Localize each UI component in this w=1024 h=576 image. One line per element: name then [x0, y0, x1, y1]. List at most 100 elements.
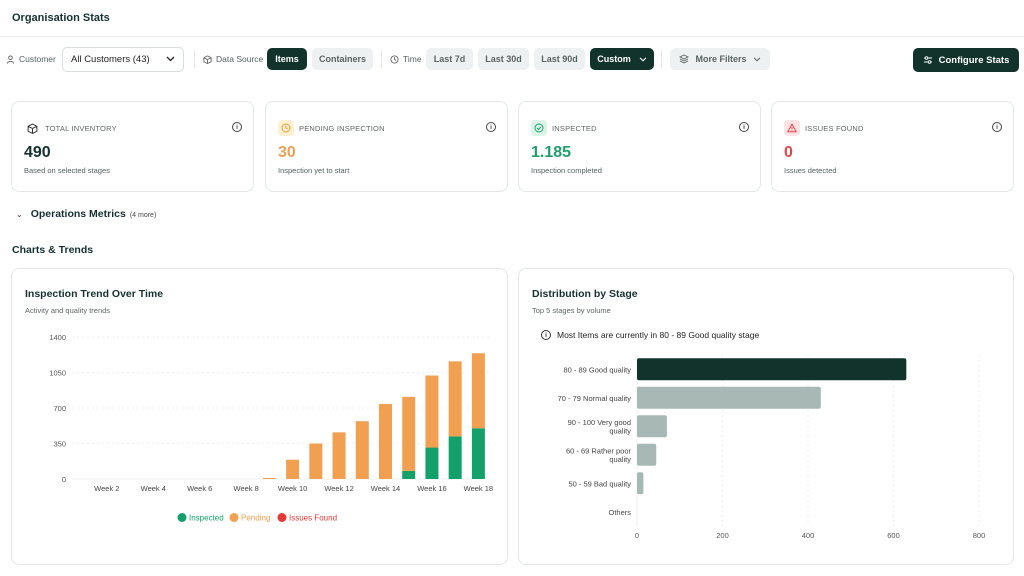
- bar: [637, 415, 667, 438]
- customer-label-text: Customer: [19, 54, 56, 64]
- legend-swatch: [277, 513, 287, 522]
- chevron-down-icon: [166, 56, 175, 62]
- filter-bar: Customer All Customers (43) Data Source …: [0, 46, 1024, 74]
- stat-card-issues-found: ISSUES FOUND i 0 Issues detected: [771, 101, 1014, 192]
- bar-segment: [402, 396, 416, 471]
- inspection-trend-card: Inspection Trend Over Time Activity and …: [11, 268, 508, 565]
- bar: [637, 472, 644, 495]
- legend-label: Pending: [241, 514, 270, 523]
- legend-swatch: [177, 513, 187, 522]
- y-tick-label: 350: [53, 440, 66, 449]
- time-last-90d[interactable]: Last 90d: [534, 48, 585, 70]
- bar-segment: [286, 459, 300, 479]
- bar: [637, 386, 821, 409]
- y-tick-label: 80 - 89 Good quality: [563, 365, 631, 374]
- stat-label: PENDING INSPECTION: [299, 124, 385, 133]
- y-tick-label: 0: [62, 475, 66, 484]
- bar-segment: [262, 477, 276, 479]
- y-tick-label: 700: [53, 404, 66, 413]
- user-icon: [6, 54, 15, 64]
- customer-label: Customer: [6, 46, 56, 72]
- y-tick-label: Others: [608, 508, 631, 517]
- bar-segment: [332, 432, 346, 479]
- sliders-icon: [923, 56, 932, 64]
- x-tick-label: 600: [887, 531, 900, 540]
- x-tick-label: 200: [716, 531, 729, 540]
- data-source-label: Data Source: [203, 46, 263, 72]
- stat-subtitle: Issues detected: [784, 166, 837, 175]
- distribution-note-text: Most Items are currently in 80 - 89 Good…: [557, 330, 760, 340]
- bar-segment: [309, 443, 323, 479]
- divider: [661, 50, 662, 68]
- page-title: Organisation Stats: [12, 12, 110, 24]
- stat-subtitle: Based on selected stages: [24, 166, 110, 175]
- chart-title: Inspection Trend Over Time: [25, 288, 164, 300]
- x-tick-label: Week 8: [234, 484, 259, 493]
- configure-stats-button[interactable]: Configure Stats: [913, 48, 1019, 72]
- operations-metrics-more: (4 more): [129, 212, 157, 219]
- cube-icon: [203, 54, 212, 64]
- stat-value: 30: [278, 144, 296, 161]
- check-circle-icon: [531, 120, 547, 136]
- info-icon[interactable]: i: [486, 122, 496, 132]
- data-source-containers[interactable]: Containers: [312, 48, 373, 70]
- legend-label: Issues Found: [289, 514, 337, 523]
- more-filters-button[interactable]: More Filters: [670, 48, 770, 70]
- chart-title: Distribution by Stage: [532, 288, 638, 300]
- distribution-chart: 0 200 400 600 800 80 - 89 Good quality 70 - 79…: [558, 355, 986, 540]
- bar-segment: [355, 421, 369, 479]
- y-tick-label: 1050: [49, 369, 66, 378]
- time-last-30d[interactable]: Last 30d: [478, 48, 529, 70]
- layers-icon: [679, 54, 690, 64]
- section-title: Charts & Trends: [12, 244, 94, 256]
- stat-label: TOTAL INVENTORY: [45, 124, 117, 133]
- info-icon[interactable]: i: [739, 122, 749, 132]
- stat-value: 0: [784, 144, 793, 161]
- time-last-7d[interactable]: Last 7d: [426, 48, 473, 70]
- legend-label: Inspected: [189, 514, 224, 523]
- chevron-down-icon: ⌄: [16, 210, 23, 219]
- y-tick-label: 90 - 100 Very good: [568, 418, 631, 427]
- configure-stats-label: Configure Stats: [938, 54, 1010, 66]
- x-tick-label: Week 2: [94, 484, 119, 493]
- bar-segment: [425, 375, 439, 448]
- clock-icon: [390, 54, 399, 64]
- stat-card-inspected: INSPECTED i 1.185 Inspection completed: [518, 101, 761, 192]
- operations-metrics-title: Operations Metrics: [30, 208, 126, 220]
- operations-metrics-toggle[interactable]: ⌄ Operations Metrics (4 more): [16, 208, 156, 220]
- stat-value: 1.185: [531, 144, 572, 161]
- info-icon: i: [541, 330, 551, 340]
- x-tick-label: Week 12: [324, 484, 353, 493]
- y-tick-label: 50 - 59 Bad quality: [568, 479, 631, 488]
- warning-icon: [784, 120, 800, 136]
- bar: [637, 443, 657, 466]
- inspection-trend-chart: 0 350 700 1050 1400 Week 2 Week 4 Week 6 Week 8 W…: [49, 333, 493, 523]
- info-icon[interactable]: i: [232, 122, 242, 132]
- bar-segment: [448, 361, 462, 437]
- customer-select[interactable]: All Customers (43): [62, 46, 184, 72]
- data-source-items[interactable]: Items: [267, 48, 307, 70]
- chevron-down-icon: [753, 56, 760, 62]
- x-tick-label: Week 18: [464, 484, 493, 493]
- stat-subtitle: Inspection yet to start: [278, 166, 350, 175]
- legend-swatch: [229, 513, 239, 522]
- x-tick-label: 0: [635, 531, 639, 540]
- chart-subtitle: Top 5 stages by volume: [532, 306, 611, 315]
- bar-segment: [471, 428, 485, 479]
- stat-value: 490: [24, 144, 51, 161]
- bar-segment: [402, 470, 416, 479]
- stat-card-total-inventory: TOTAL INVENTORY i 490 Based on selected …: [11, 101, 254, 192]
- chevron-down-icon: [639, 56, 647, 62]
- info-icon[interactable]: i: [992, 122, 1002, 132]
- clock-icon: [278, 120, 294, 136]
- y-tick-label: 70 - 79 Normal quality: [558, 394, 632, 403]
- x-tick-label: 800: [973, 531, 986, 540]
- y-tick-label: 1400: [49, 333, 66, 342]
- time-custom-select[interactable]: Custom: [590, 48, 654, 70]
- chart-subtitle: Activity and quality trends: [25, 306, 111, 315]
- x-tick-label: 400: [802, 531, 815, 540]
- x-tick-label: Week 10: [278, 484, 307, 493]
- y-tick-label: quality: [609, 455, 631, 464]
- time-custom-label: Custom: [597, 54, 631, 64]
- x-tick-label: Week 4: [141, 484, 166, 493]
